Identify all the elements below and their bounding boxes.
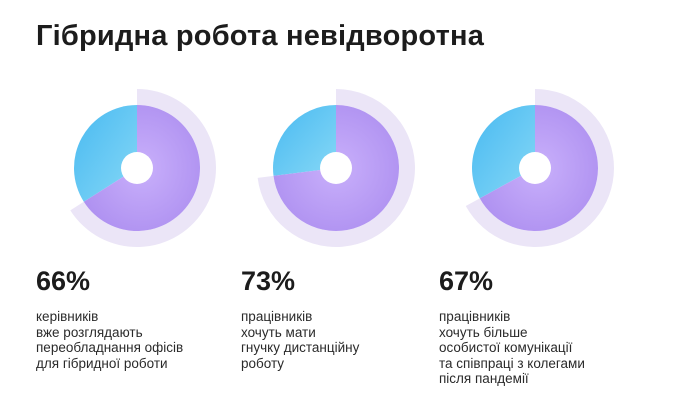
rest-slice	[273, 105, 336, 176]
rest-slice	[74, 105, 137, 202]
stat-percent: 67%	[439, 266, 494, 296]
donut-chart-3	[465, 89, 614, 247]
donut-hole	[519, 152, 551, 184]
page-title: Гібридна робота невідворотна	[36, 20, 485, 52]
stat-description: працівників хочуть мати гнучку дистанцій…	[241, 309, 441, 371]
stat-percent: 73%	[241, 266, 296, 296]
stat-percent: 66%	[36, 266, 91, 296]
stat-block-3: 67% працівників хочуть більше особистої …	[439, 266, 639, 387]
description-line: після пандемії	[439, 371, 529, 386]
description-line: особистої комунікації	[439, 340, 573, 355]
description-line: хочуть мати	[241, 324, 316, 340]
description-line: хочуть більше	[439, 324, 528, 340]
donut-chart-2	[257, 89, 415, 247]
stat-block-1: 66% керівників вже розглядають переоблад…	[36, 266, 236, 371]
stat-description: працівників хочуть більше особистої кому…	[439, 309, 639, 387]
description-line: переобладнання офісів	[36, 340, 184, 355]
description-line: та співпраці з колегами	[439, 355, 585, 371]
description-line: керівників	[36, 309, 99, 324]
description-line: гнучку дистанційну	[241, 340, 360, 355]
description-line: працівників	[439, 309, 511, 324]
donut-hole	[121, 152, 153, 184]
description-line: працівників	[241, 309, 313, 324]
description-line: для гібридної роботи	[36, 355, 168, 371]
description-line: роботу	[241, 355, 285, 371]
rest-slice	[471, 105, 535, 199]
stat-description: керівників вже розглядають переобладнанн…	[36, 309, 236, 371]
donut-chart-1	[70, 89, 217, 247]
donut-hole	[320, 152, 352, 184]
stat-block-2: 73% працівників хочуть мати гнучку диста…	[241, 266, 441, 371]
description-line: вже розглядають	[36, 324, 143, 340]
